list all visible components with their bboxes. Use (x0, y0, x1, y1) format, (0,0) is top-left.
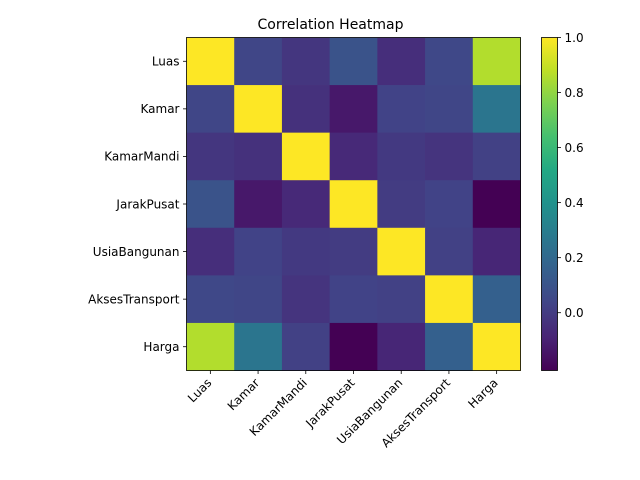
x-axis: Luas KamarKamarMandiJarakPusatUsiaBanguna… (185, 370, 501, 450)
heatmap-cell (425, 275, 474, 324)
y-tick-label: JarakPusat (115, 197, 179, 211)
heatmap-cell (377, 37, 426, 86)
heatmap-cell (186, 227, 235, 276)
heatmap-cell (281, 322, 331, 371)
colorbar-tick-label: 0.4 (565, 196, 584, 210)
heatmap-cell (186, 132, 235, 181)
x-tick-label: Luas (185, 376, 214, 405)
heatmap-cell (186, 180, 235, 229)
heatmap-cell (186, 37, 235, 86)
heatmap-cell (234, 180, 283, 229)
heatmap-cell (329, 37, 378, 86)
heatmap-cells (186, 37, 521, 371)
colorbar-gradient (541, 37, 558, 371)
colorbar-ticks: 0.0 0.2 0.4 0.6 0.8 1.0 (557, 31, 584, 320)
heatmap-cell (377, 132, 426, 181)
heatmap-cell (472, 132, 521, 181)
heatmap-cell (377, 322, 426, 371)
heatmap-cell (425, 85, 474, 134)
chart-title: Correlation Heatmap (258, 17, 404, 33)
heatmap-cell (281, 180, 331, 229)
heatmap-cell (377, 85, 426, 134)
heatmap-cell (472, 322, 521, 371)
heatmap-cell (234, 275, 283, 324)
heatmap-cell (329, 275, 378, 324)
colorbar-tick-label: 1.0 (565, 31, 584, 45)
heatmap-cell (281, 227, 331, 276)
y-tick-label: UsiaBangunan (93, 245, 180, 259)
heatmap-cell (329, 85, 378, 134)
heatmap-cell (234, 322, 283, 371)
heatmap-cell (329, 322, 378, 371)
y-tick-label: Kamar (141, 102, 180, 116)
heatmap-cell (425, 322, 474, 371)
heatmap-cell (329, 227, 378, 276)
heatmap-cell (281, 85, 331, 134)
heatmap-cell (329, 180, 378, 229)
heatmap-cell (425, 132, 474, 181)
heatmap-cell (281, 37, 331, 86)
y-axis: Luas Kamar KamarMandi JarakPusat UsiaBanguna… (88, 55, 187, 354)
heatmap-cell (234, 37, 283, 86)
colorbar-tick-label: 0.6 (565, 141, 584, 155)
heatmap-cell (425, 180, 474, 229)
heatmap-cell (234, 132, 283, 181)
heatmap-cell (234, 85, 283, 134)
heatmap-cell (472, 227, 521, 276)
heatmap-cell (186, 85, 235, 134)
colorbar-tick-label: 0.2 (565, 251, 584, 265)
heatmap-cell (377, 180, 426, 229)
colorbar: 0.0 0.2 0.4 0.6 0.8 1.0 (541, 31, 584, 371)
y-tick-label: Luas (152, 55, 180, 69)
heatmap-cell (234, 227, 283, 276)
heatmap-cell (425, 227, 474, 276)
heatmap-cell (186, 275, 235, 324)
x-tick-label: Harga (465, 376, 500, 411)
x-tick-label: Kamar (225, 376, 263, 414)
colorbar-tick-label: 0.8 (565, 86, 584, 100)
heatmap-cell (472, 37, 521, 86)
heatmap-cell (472, 180, 521, 229)
y-tick-label: AksesTransport (88, 292, 180, 306)
heatmap-cell (472, 85, 521, 134)
colorbar-frame (541, 37, 558, 371)
heatmap-cell (281, 132, 331, 181)
heatmap-cell (281, 275, 331, 324)
heatmap-cell (186, 322, 235, 371)
colorbar-tick-label: 0.0 (565, 306, 584, 320)
heatmap-cell (377, 275, 426, 324)
heatmap-cell (472, 275, 521, 324)
heatmap-cell (425, 37, 474, 86)
y-tick-label: Harga (143, 340, 179, 354)
heatmap-cell (377, 227, 426, 276)
y-tick-label: KamarMandi (104, 150, 179, 164)
heatmap-cell (329, 132, 378, 181)
